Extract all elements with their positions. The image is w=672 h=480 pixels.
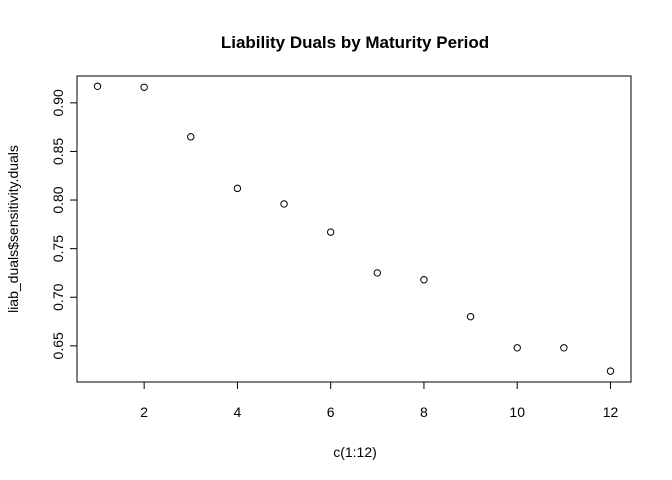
y-tick-label: 0.75: [50, 235, 66, 262]
y-axis: 0.65 0.70 0.75 0.80 0.85 0.90: [50, 89, 78, 359]
data-point: [140, 83, 148, 91]
x-tick-label: 12: [603, 404, 619, 420]
chart-title: Liability Duals by Maturity Period: [221, 33, 489, 52]
x-tick-label: 8: [420, 404, 428, 420]
y-tick-label: 0.80: [50, 186, 66, 213]
data-point: [187, 133, 195, 141]
x-tick-label: 2: [140, 404, 148, 420]
y-tick-label: 0.70: [50, 283, 66, 310]
y-tick-label: 0.85: [50, 138, 66, 165]
x-tick-label: 10: [509, 404, 525, 420]
x-axis-label: c(1:12): [333, 444, 377, 460]
x-tick-label: 6: [327, 404, 335, 420]
data-point: [280, 200, 288, 208]
data-point: [326, 228, 335, 236]
data-points: [93, 82, 615, 375]
y-tick-label: 0.65: [50, 332, 66, 359]
x-axis: 2 4 6 8 10 12: [140, 381, 619, 420]
plot-frame: [76, 75, 632, 383]
data-point: [93, 82, 102, 91]
x-tick-label: 4: [234, 404, 242, 420]
data-point: [560, 344, 568, 352]
data-point: [466, 312, 475, 321]
data-point: [373, 269, 382, 277]
data-point: [233, 184, 242, 193]
data-point: [606, 367, 615, 375]
y-tick-label: 0.90: [50, 89, 66, 116]
y-axis-label: liab_duals$sensitivity.duals: [5, 145, 21, 313]
data-point: [513, 344, 521, 352]
data-point: [420, 276, 428, 284]
